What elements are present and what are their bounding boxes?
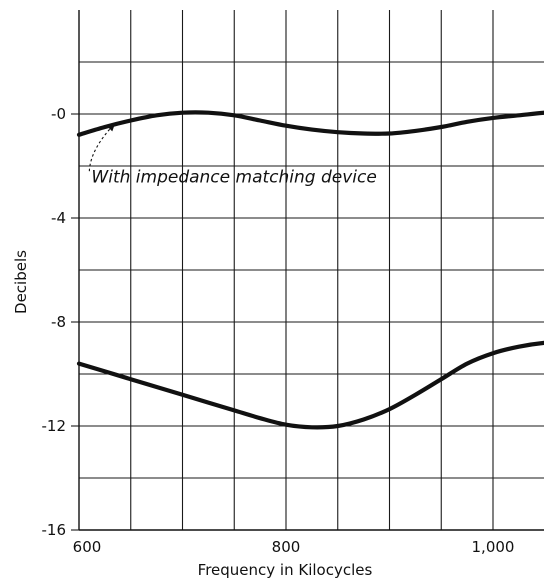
x-tick-label: 600 [73,538,102,556]
x-tick-label: 1,000 [472,538,515,556]
y-tick-label: -4 [51,209,66,227]
y-tick-label: -16 [42,521,67,539]
grid [79,10,544,530]
series-layer [76,110,544,430]
annotations: With impedance matching deviceWith shiel… [88,122,377,187]
y-axis-label: Decibels [12,250,30,314]
x-tick-label: 800 [272,538,301,556]
y-tick-label: -8 [51,313,66,331]
series-line-1 [76,110,544,137]
y-tick-label: -12 [42,417,67,435]
y-tick-label: -0 [51,105,66,123]
x-axis-label: Frequency in Kilocycles [198,561,373,579]
annotation-label-1: With impedance matching device [91,167,376,187]
annotation-arrowhead-1 [107,123,116,132]
series-line-2 [76,340,544,430]
